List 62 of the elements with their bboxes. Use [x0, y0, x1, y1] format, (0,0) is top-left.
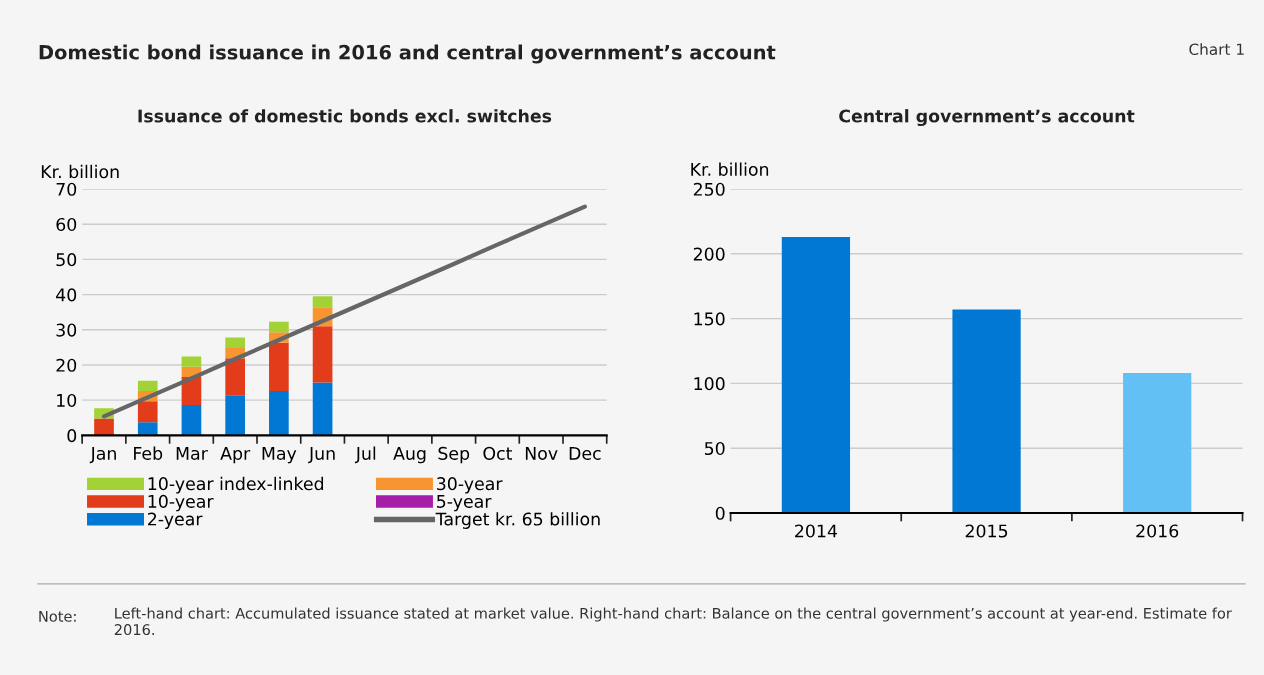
y-tick-label: 10 — [57, 393, 77, 408]
x-tick-label: Aug — [393, 447, 426, 464]
bar — [1123, 373, 1192, 513]
legend-label: 30-year — [437, 477, 503, 494]
y-tick-label: 200 — [693, 247, 725, 261]
caption: Chart 1 — [1189, 43, 1244, 56]
x-tick-label: May — [262, 447, 297, 464]
x-tick-label: Feb — [134, 446, 163, 460]
y-tick-label: 70 — [56, 182, 77, 196]
y-tick-label: 50 — [704, 441, 725, 456]
bar — [312, 382, 333, 436]
x-tick-label: Sep — [438, 446, 470, 464]
text: Note: — [39, 611, 76, 622]
y-axis-title: Kr. billion — [41, 164, 119, 179]
x-tick-label: Dec — [569, 447, 601, 460]
bar — [225, 337, 245, 349]
x-tick-label: Oct — [483, 446, 513, 460]
x-tick-label: Jul — [354, 446, 376, 464]
bar — [137, 401, 158, 423]
x-tick-label: 2016 — [1136, 524, 1179, 538]
y-tick-label: 150 — [694, 312, 725, 326]
legend-label: Target kr. 65 billion — [435, 512, 600, 529]
x-tick-label: Mar — [176, 447, 208, 460]
y-tick-label: 20 — [56, 358, 77, 372]
bar — [781, 236, 851, 513]
bar — [269, 342, 289, 392]
x-tick-label: 2014 — [795, 524, 838, 538]
bar — [181, 405, 202, 436]
bar — [312, 326, 333, 383]
bar — [269, 321, 289, 333]
bar — [181, 356, 202, 367]
legend-label: 10-year index-linked — [148, 476, 324, 494]
bar — [137, 422, 158, 436]
y-tick-label: 0 — [67, 429, 77, 443]
bar — [225, 358, 245, 396]
y-tick-label: 40 — [56, 288, 77, 302]
bar — [269, 391, 289, 436]
chart-title: Central government’s account — [839, 109, 1135, 127]
y-tick-label: 50 — [56, 253, 77, 267]
text: Domestic bond issuance in 2016 and central government’s account — [39, 44, 776, 64]
text: Left-hand chart: Accumulated issuance stated at market value. Right-hand chart: Balance on the central government’s account at year-end. Estimate for 2016. — [114, 607, 1232, 636]
legend-label: 2-year — [148, 512, 203, 529]
bar — [225, 395, 245, 436]
x-tick-label: Jun — [308, 447, 335, 464]
bar — [94, 418, 114, 436]
x-tick-label: Apr — [220, 447, 251, 464]
y-tick-label: 0 — [715, 506, 725, 520]
legend-label: 10-year — [148, 494, 214, 512]
chart-title: Issuance of domestic bonds excl. switches — [138, 109, 552, 123]
y-tick-label: 60 — [56, 217, 77, 232]
y-tick-label: 250 — [693, 182, 725, 196]
bar — [952, 309, 1021, 513]
bar — [312, 296, 333, 308]
y-axis-title: Kr. billion — [691, 162, 769, 176]
bar — [137, 380, 158, 392]
x-tick-label: Nov — [525, 447, 558, 460]
legend-label: 5-year — [437, 495, 492, 512]
y-tick-label: 100 — [694, 377, 725, 391]
x-tick-label: Jan — [89, 447, 116, 464]
y-tick-label: 30 — [56, 323, 77, 337]
line-series — [101, 204, 587, 419]
x-tick-label: 2015 — [965, 524, 1008, 538]
